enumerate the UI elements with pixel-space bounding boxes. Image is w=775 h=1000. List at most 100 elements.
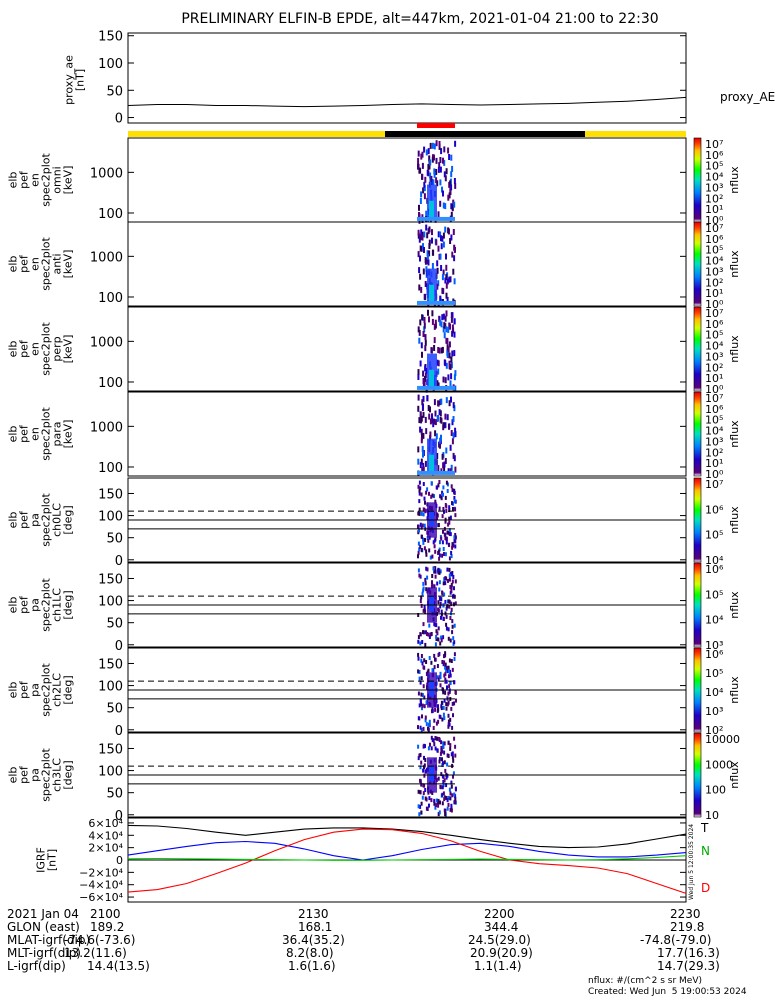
spectrogram-pixel — [431, 318, 434, 325]
spectrogram-pixel — [445, 783, 448, 788]
spectrogram-pixel — [422, 586, 425, 591]
panel-en_omni: 1000100elbpefenspec2plotomni[keV]10⁷10⁶1… — [7, 137, 741, 227]
spectrogram-pixel — [441, 749, 444, 754]
spectrogram-pixel — [425, 566, 428, 571]
spectrogram-core-hot — [429, 200, 434, 220]
spectrogram-pixel — [424, 372, 427, 379]
spectrogram-pixel — [439, 641, 442, 646]
spectrogram-pixel — [440, 612, 443, 617]
spectrogram-pixel — [450, 234, 453, 241]
spectrogram-pixel — [430, 175, 433, 182]
spectrogram-pixel — [453, 657, 456, 661]
proxy-ae-ylabel-line: [nT] — [74, 69, 87, 91]
spectrogram-pixel — [421, 714, 423, 719]
spectrogram-pixel — [421, 162, 424, 169]
panel-pa_ch1-ylabel-line: elb — [7, 597, 20, 614]
spectrogram-pixel — [429, 632, 432, 637]
panel-pa_ch2-ylabel-line: pa — [29, 683, 42, 697]
spectrogram-pixel — [437, 812, 440, 817]
spectrogram-pixel — [434, 569, 437, 574]
sunlit-segment-2 — [585, 131, 686, 137]
spectrogram-pixel — [453, 255, 456, 262]
spectrogram-pixel — [449, 796, 452, 801]
spectrogram-pixel — [441, 490, 444, 495]
spectrogram-pixel — [450, 706, 453, 711]
spectrogram-pixel — [418, 480, 421, 485]
spectrogram-pixel — [427, 228, 430, 235]
colorbar-label: nflux — [728, 591, 741, 619]
spectrogram-pixel — [449, 746, 452, 751]
spectrogram-pixel — [419, 198, 422, 204]
spectrogram-pixel — [420, 511, 423, 516]
spectrogram-pixel — [448, 684, 451, 689]
panel-pa_ch2-ylabel-line: [deg] — [62, 675, 75, 704]
spectrogram-pixel — [440, 243, 443, 250]
spectrogram-pixel — [447, 691, 450, 696]
spectrogram-pixel — [442, 783, 445, 788]
spectrogram-pixel — [437, 719, 440, 724]
spectrogram-pixel — [446, 762, 449, 767]
spectrogram-pixel — [439, 437, 442, 444]
spectrogram-pixel — [439, 166, 442, 173]
spectrogram-pixel — [422, 783, 425, 788]
spectrogram-pixel — [434, 805, 437, 810]
spectrogram-pixel — [448, 674, 450, 679]
spectrogram-pixel — [426, 567, 429, 572]
colorbar — [693, 391, 702, 477]
y-tick-label: 0 — [115, 724, 123, 739]
spectrogram-pixel — [437, 360, 440, 367]
footer-row-glon-v2: 168.1 — [298, 920, 333, 934]
igrf-series-line-T — [127, 824, 687, 849]
spectrogram-pixel — [453, 499, 456, 504]
spectrogram-pixel — [421, 795, 424, 800]
spectrogram-pixel — [442, 462, 445, 469]
spectrogram-pixel — [437, 368, 440, 375]
spectrogram-pixel — [450, 211, 453, 218]
spectrogram-pixel — [433, 801, 436, 806]
spectrogram-pixel — [433, 168, 436, 175]
spectrogram-pixel — [435, 169, 438, 175]
spectrogram-pixel — [422, 665, 425, 670]
y-tick-label: 100 — [98, 461, 123, 476]
panel-en_omni-ylabel-line: spec2plot — [40, 153, 53, 207]
footer-row-l-label: L-igrf(dip) — [7, 959, 66, 973]
spectrogram-pixel — [441, 186, 443, 193]
spectrogram-pixel — [444, 413, 447, 420]
panel-pa_ch0-ylabel-line: elb — [7, 512, 20, 529]
spectrogram-pixel — [420, 534, 423, 539]
colorbar — [693, 306, 702, 392]
spectrogram-pixel — [417, 744, 420, 749]
spectrogram-pixel — [437, 704, 439, 709]
spectrogram-pixel — [425, 490, 428, 495]
spectrogram-pixel — [449, 276, 452, 283]
spectrogram-pixel — [454, 513, 457, 518]
spectrogram-pixel — [445, 702, 448, 707]
footer-row-time-v4: 2230 — [670, 907, 701, 921]
igrf-tick-label: −4×10⁴ — [79, 879, 123, 892]
spectrogram-pixel — [422, 370, 425, 377]
spectrogram-pixel — [438, 409, 441, 416]
spectrogram-pixel — [441, 774, 444, 779]
spectrogram-pixel — [454, 427, 457, 434]
spectrogram-pixel — [450, 356, 453, 363]
spectrogram-pixel — [431, 142, 434, 149]
spectrogram-pixel — [441, 757, 443, 762]
spectrogram-pixel — [442, 313, 445, 320]
spectrogram-pixel — [424, 744, 426, 749]
spectrogram-pixel — [438, 714, 441, 719]
colorbar-tick-label: 10⁴ — [705, 425, 724, 438]
spectrogram-pixel — [423, 755, 425, 760]
spectrogram-pixel — [438, 570, 441, 575]
spectrogram-pixel — [448, 528, 451, 533]
spectrogram-pixel — [441, 801, 444, 806]
colorbar-tick-label: 10⁷ — [705, 307, 723, 320]
y-tick-label: 100 — [98, 765, 123, 780]
proxy-ae-frame — [127, 32, 687, 124]
colorbar-tick-label: 10³ — [705, 639, 723, 652]
spectrogram-pixel — [448, 352, 451, 359]
spectrogram-pixel — [420, 654, 423, 658]
footer-row-l-v4: 14.7(29.3) — [657, 959, 720, 973]
spectrogram-pixel — [438, 810, 441, 815]
spectrogram-pixel — [451, 419, 454, 426]
spectrogram-pixel — [431, 738, 434, 742]
